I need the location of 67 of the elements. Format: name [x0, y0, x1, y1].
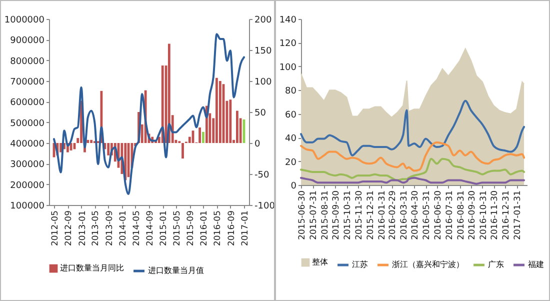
x-tick-label: 2016-09-30	[467, 190, 478, 240]
x-tick-label: 2016-05-31	[422, 190, 432, 240]
y-tick-label: 40	[285, 134, 297, 144]
x-tick-label: 2016-06-30	[433, 190, 444, 240]
x-tick-label: 2015-11-30	[354, 190, 364, 240]
legend-label: 江苏	[352, 260, 368, 269]
x-tick-label: 2016-12-31	[502, 190, 512, 240]
y-tick-label: 300000	[10, 160, 45, 170]
legend-label: 福建	[528, 260, 544, 269]
x-tick-label: 2015-12-31	[366, 190, 376, 240]
y2-tick-label: 200	[254, 16, 272, 26]
x-tick-label: 2017-01-31	[513, 190, 524, 240]
x-tick-label: 2016-10-31	[478, 190, 489, 240]
y2-tick-label: -50	[254, 170, 270, 180]
y-tick-label: 100	[279, 62, 297, 73]
y-tick-label: 0	[290, 182, 297, 192]
x-tick-label: 2017-01	[240, 210, 250, 246]
x-tick-label: 2015-09	[186, 210, 196, 246]
legend-label: 进口数量当月同比	[60, 264, 124, 272]
x-tick-label: 2016-01-31	[377, 190, 388, 240]
x-tick-label: 2015-06-30	[298, 190, 308, 240]
legend-label: 进口数量当月值	[148, 266, 204, 275]
x-tick-label: 2016-03-31	[400, 190, 410, 240]
x-tick-label: 2014-09	[146, 210, 156, 246]
y2-tick-label: 150	[254, 46, 272, 56]
y2-tick-label: 50	[254, 108, 266, 118]
x-tick-label: 2015-07-31	[309, 190, 320, 240]
legend-label: 浙江（嘉兴和宁波）	[392, 260, 464, 269]
x-tick-label: 2015-05	[172, 210, 182, 246]
y-tick-label: 1000000	[4, 16, 45, 26]
y-tick-label: 200000	[10, 180, 45, 191]
x-tick-label: 2016-01	[200, 210, 210, 246]
x-tick-label: 2016-08-31	[456, 190, 466, 240]
y-tick-label: 60	[285, 110, 297, 120]
x-tick-label: 2015-10-31	[343, 190, 354, 240]
x-tick-label: 2016-05	[213, 210, 224, 246]
x-tick-label: 2015-01	[159, 210, 170, 246]
x-tick-label: 2016-02-29	[388, 190, 398, 240]
x-tick-label: 2016-07-31	[444, 190, 455, 240]
y2-tick-label: -100	[254, 202, 276, 212]
y2-tick-label: 0	[254, 140, 260, 150]
y-tick-label: 20	[285, 158, 297, 168]
y-tick-label: 700000	[10, 78, 45, 88]
y-tick-label: 80	[285, 86, 297, 97]
x-tick-label: 2016-11-30	[490, 190, 500, 240]
x-tick-label: 2013-09	[104, 210, 115, 246]
y-tick-label: 140	[279, 16, 297, 26]
x-tick-label: 2012-09	[64, 210, 74, 246]
x-tick-label: 2016-04-30	[410, 190, 421, 240]
legend-label: 广东	[488, 260, 504, 269]
legend-label: 整体	[312, 258, 328, 266]
x-tick-label: 2015-09-30	[332, 190, 342, 240]
y-tick-label: 400000	[10, 140, 45, 150]
x-tick-label: 2012-05	[50, 210, 60, 246]
y-tick-label: 600000	[10, 98, 45, 108]
x-tick-label: 2014-05	[132, 210, 142, 246]
x-tick-label: 2013-05	[91, 210, 102, 246]
y2-tick-label: 100	[254, 78, 272, 88]
y-tick-label: 100000	[10, 202, 45, 212]
x-tick-label: 2016-09	[226, 210, 237, 246]
x-tick-label: 2013-01	[78, 210, 88, 246]
y-tick-label: 900000	[10, 36, 45, 46]
x-tick-label: 2015-08-31	[320, 190, 331, 240]
x-tick-label: 2014-01	[118, 210, 128, 246]
y-tick-label: 500000	[10, 118, 45, 129]
y-tick-label: 120	[279, 39, 297, 50]
y-tick-label: 800000	[10, 56, 45, 67]
